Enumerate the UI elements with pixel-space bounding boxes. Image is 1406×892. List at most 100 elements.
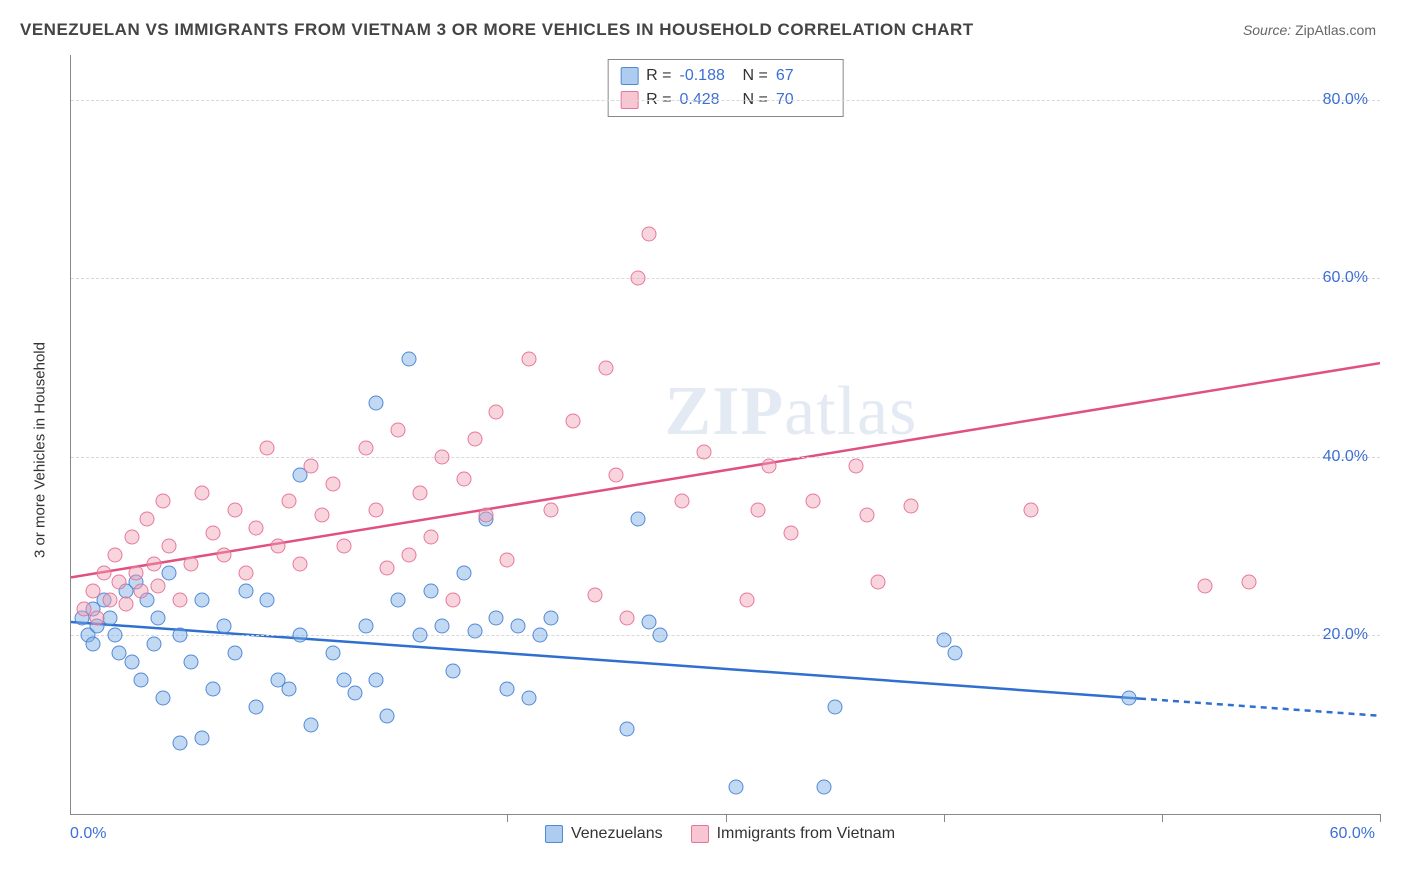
x-tick (944, 814, 945, 822)
data-point (336, 539, 351, 554)
x-tick (726, 814, 727, 822)
data-point (674, 494, 689, 509)
chart-area: 3 or more Vehicles in Household ZIPatlas… (50, 55, 1390, 845)
data-point (413, 628, 428, 643)
data-point (903, 498, 918, 513)
data-point (533, 628, 548, 643)
data-point (325, 476, 340, 491)
data-point (293, 628, 308, 643)
data-point (467, 431, 482, 446)
data-point (216, 619, 231, 634)
data-point (358, 619, 373, 634)
data-point (511, 619, 526, 634)
data-point (653, 628, 668, 643)
data-point (598, 360, 613, 375)
data-point (282, 494, 297, 509)
data-point (111, 574, 126, 589)
data-point (467, 623, 482, 638)
data-point (103, 610, 118, 625)
data-point (816, 780, 831, 795)
data-point (107, 628, 122, 643)
data-point (445, 664, 460, 679)
gridline (71, 635, 1380, 636)
plot-region: ZIPatlas R = -0.188 N = 67 R = 0.428 N =… (70, 55, 1380, 815)
data-point (118, 597, 133, 612)
data-point (183, 556, 198, 571)
data-point (631, 271, 646, 286)
data-point (146, 637, 161, 652)
data-point (380, 561, 395, 576)
data-point (413, 485, 428, 500)
data-point (489, 405, 504, 420)
data-point (125, 655, 140, 670)
data-point (456, 565, 471, 580)
legend-label-2: Immigrants from Vietnam (717, 825, 895, 843)
stat-r-value-1: -0.188 (680, 64, 735, 88)
data-point (849, 458, 864, 473)
data-point (133, 673, 148, 688)
data-point (489, 610, 504, 625)
data-point (227, 503, 242, 518)
data-point (369, 396, 384, 411)
gridline (71, 100, 1380, 101)
data-point (314, 507, 329, 522)
legend-item-1: Venezuelans (545, 825, 663, 843)
data-point (325, 646, 340, 661)
data-point (871, 574, 886, 589)
data-point (347, 686, 362, 701)
data-point (522, 351, 537, 366)
gridline (71, 457, 1380, 458)
data-point (642, 226, 657, 241)
data-point (500, 681, 515, 696)
data-point (369, 673, 384, 688)
data-point (183, 655, 198, 670)
data-point (827, 699, 842, 714)
data-point (936, 632, 951, 647)
data-point (129, 565, 144, 580)
data-point (620, 722, 635, 737)
legend-swatch-pink (691, 825, 709, 843)
data-point (227, 646, 242, 661)
data-point (96, 565, 111, 580)
data-point (642, 615, 657, 630)
data-point (762, 458, 777, 473)
source-name: ZipAtlas.com (1295, 22, 1376, 38)
legend-swatch-blue (545, 825, 563, 843)
stats-box: R = -0.188 N = 67 R = 0.428 N = 70 (607, 59, 844, 117)
data-point (1242, 574, 1257, 589)
data-point (402, 548, 417, 563)
data-point (500, 552, 515, 567)
y-tick-label: 60.0% (1323, 269, 1368, 287)
y-tick-label: 40.0% (1323, 448, 1368, 466)
data-point (423, 583, 438, 598)
data-point (380, 708, 395, 723)
data-point (260, 592, 275, 607)
data-point (751, 503, 766, 518)
gridline (71, 278, 1380, 279)
data-point (271, 539, 286, 554)
data-point (194, 731, 209, 746)
data-point (947, 646, 962, 661)
data-point (85, 637, 100, 652)
data-point (162, 565, 177, 580)
data-point (336, 673, 351, 688)
data-point (434, 449, 449, 464)
swatch-blue (620, 67, 638, 85)
source-prefix: Source: (1243, 22, 1295, 38)
data-point (860, 507, 875, 522)
legend-item-2: Immigrants from Vietnam (691, 825, 895, 843)
data-point (293, 556, 308, 571)
data-point (358, 440, 373, 455)
data-point (391, 592, 406, 607)
data-point (391, 423, 406, 438)
data-point (1023, 503, 1038, 518)
data-point (729, 780, 744, 795)
y-axis-title: 3 or more Vehicles in Household (32, 342, 49, 558)
data-point (238, 583, 253, 598)
data-point (216, 548, 231, 563)
data-point (543, 610, 558, 625)
data-point (249, 699, 264, 714)
data-point (740, 592, 755, 607)
data-point (205, 525, 220, 540)
stat-n-label: N = (743, 64, 768, 88)
